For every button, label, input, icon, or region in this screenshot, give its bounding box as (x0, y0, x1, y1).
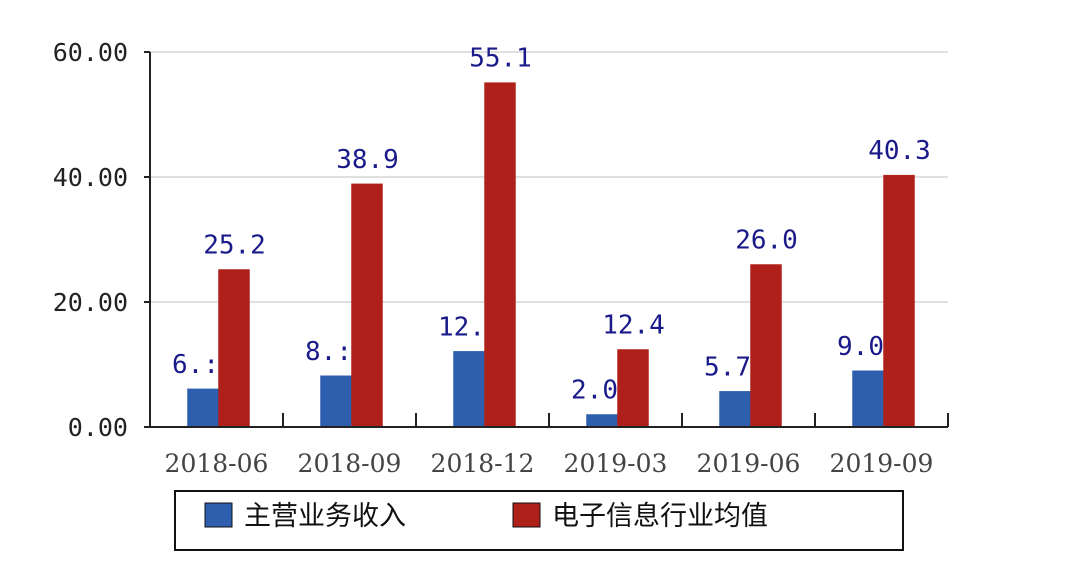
legend-swatch-industry-average (512, 502, 541, 528)
y-tick-label: 40.00 (53, 163, 128, 192)
x-tick-label: 2018-09 (298, 449, 402, 478)
data-label: 25.2 (203, 231, 266, 261)
data-label: 12.4 (602, 311, 665, 341)
y-tick-label: 60.00 (53, 38, 128, 67)
data-label: 55.1 (469, 44, 532, 74)
legend: 主营业务收入 电子信息行业均值 (174, 490, 904, 551)
bar-industry-average-2019-06 (750, 264, 782, 428)
legend-label: 主营业务收入 (244, 501, 406, 532)
bar-industry-average-2018-12 (484, 82, 516, 428)
x-tick-label: 2018-06 (165, 449, 269, 478)
bars (187, 82, 915, 428)
y-tick-label: 20.00 (53, 288, 128, 317)
bar-industry-average-2018-06 (218, 269, 250, 428)
x-tick-label: 2019-09 (830, 449, 934, 478)
legend-label: 电子信息行业均值 (552, 501, 768, 532)
x-axis: 2018-06 2018-09 2018-12 2019-03 2019-06 2019-… (149, 413, 949, 478)
y-tick-label: 0.00 (68, 413, 128, 442)
x-tick-label: 2019-03 (564, 449, 668, 478)
bar-industry-average-2018-09 (351, 183, 383, 428)
bar-revenue-2019-06 (719, 391, 751, 428)
gridlines (150, 51, 948, 303)
data-label: 26.0 (735, 226, 798, 256)
data-label: 12. (438, 312, 485, 342)
x-tick-label: 2018-12 (431, 449, 535, 478)
bar-revenue-2018-06 (187, 388, 219, 428)
data-labels: 6.: 25.2 8.: 38.9 12. 55.1 2.0 12.4 5.7 26.0 9.0 40… (172, 44, 931, 406)
bar-industry-average-2019-03 (617, 349, 649, 428)
data-label: 2.0 (571, 376, 618, 406)
bar-revenue-2018-12 (453, 351, 485, 428)
data-label: 40.3 (868, 136, 931, 166)
data-label: 5.7 (704, 352, 751, 382)
data-label: 8.: (305, 337, 352, 367)
bar-industry-average-2019-09 (883, 174, 915, 428)
bar-revenue-2019-03 (586, 414, 618, 428)
bar-revenue-2018-09 (320, 375, 352, 428)
data-label: 6.: (172, 350, 219, 380)
data-label: 38.9 (336, 145, 399, 175)
data-label: 9.0 (837, 332, 884, 362)
y-axis: 0.00 20.00 40.00 60.00 (53, 38, 151, 442)
x-tick-label: 2019-06 (697, 449, 801, 478)
legend-swatch-revenue (204, 502, 233, 528)
bar-revenue-2019-09 (852, 370, 884, 428)
